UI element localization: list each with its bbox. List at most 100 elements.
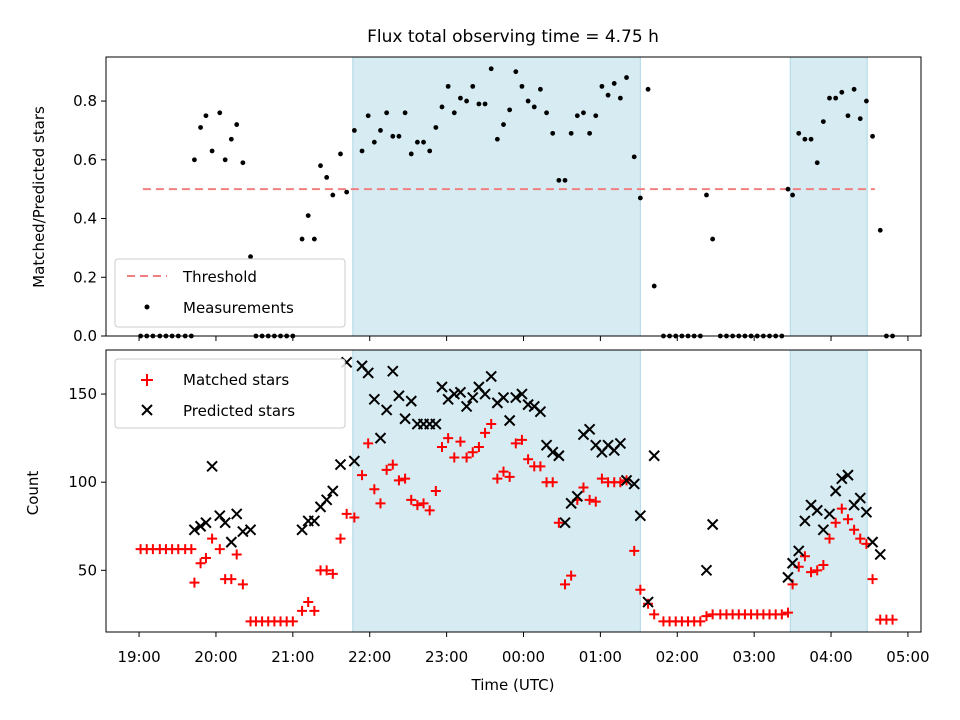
predicted-point — [571, 490, 584, 502]
measurement-point — [617, 95, 623, 101]
shaded-interval-2 — [789, 56, 868, 337]
measurement-point — [730, 333, 736, 339]
measurement-point — [760, 333, 766, 339]
measurement-point — [717, 333, 723, 339]
measurement-point — [704, 192, 709, 198]
measurement-point — [311, 236, 317, 242]
measurement-point — [222, 157, 228, 163]
measurement-point — [550, 130, 556, 136]
bottom-y-tick-label: 50 — [78, 561, 97, 579]
matched-point — [214, 544, 225, 555]
predicted-point — [296, 524, 308, 536]
measurement-point — [890, 333, 895, 339]
predicted-point — [583, 423, 596, 436]
measurement-point — [814, 160, 820, 166]
matched-point — [596, 473, 607, 484]
predicted-point — [842, 469, 854, 481]
predicted-point — [308, 515, 321, 527]
predicted-point — [860, 506, 873, 518]
measurement-point — [324, 175, 330, 180]
predicted-point — [380, 404, 393, 416]
measurement-point — [884, 333, 889, 339]
predicted-point — [648, 450, 660, 462]
measurement-point — [833, 95, 839, 101]
matched-point — [887, 614, 898, 625]
matched-point — [200, 552, 211, 563]
measurement-point — [851, 86, 857, 92]
measurement-point — [402, 110, 408, 116]
measurement-point — [697, 333, 703, 339]
predicted-point — [823, 508, 836, 520]
measurement-point — [265, 333, 271, 339]
measurement-point — [611, 81, 617, 86]
measurement-point — [651, 283, 657, 289]
measurement-point — [451, 110, 457, 116]
measurement-point — [427, 148, 433, 154]
predicted-point — [628, 478, 640, 490]
predicted-point — [194, 520, 207, 532]
legend-matched-label: Matched stars — [183, 371, 289, 389]
measurement-point — [338, 151, 343, 157]
predicted-point — [817, 524, 830, 536]
measurement-point — [390, 133, 396, 139]
measurement-point — [631, 154, 637, 160]
matched-point — [849, 524, 860, 535]
measurement-point — [384, 110, 390, 116]
measurement-point — [192, 157, 197, 163]
predicted-point — [454, 386, 467, 399]
measurement-point — [845, 113, 851, 119]
bottom-plot-frame — [105, 349, 922, 633]
top-panel: 0.00.20.40.60.8 Matched/Predicted stars … — [30, 56, 922, 345]
measurement-point — [458, 95, 463, 101]
matched-point — [830, 517, 841, 528]
measurement-point — [271, 333, 277, 339]
matched-point — [207, 533, 218, 544]
measurement-point — [525, 98, 531, 104]
predicted-point — [430, 418, 442, 430]
bottom-y-axis-label: Count — [24, 471, 42, 516]
matched-point — [547, 477, 558, 488]
matched-point — [231, 549, 242, 560]
predicted-point — [706, 518, 719, 531]
measurement-point — [827, 95, 832, 101]
x-tick-label: 20:00 — [194, 648, 237, 666]
matched-point — [516, 434, 527, 445]
predicted-point — [620, 474, 633, 487]
predicted-point — [510, 391, 522, 404]
predicted-point — [327, 485, 339, 497]
measurement-point — [685, 333, 691, 339]
measurement-point — [305, 213, 311, 218]
matched-point — [560, 579, 571, 590]
measurement-point — [169, 333, 175, 339]
predicted-point — [405, 395, 417, 407]
measurement-point — [138, 333, 143, 339]
matched-point — [436, 441, 447, 452]
predicted-point — [634, 509, 647, 522]
predicted-point — [642, 596, 654, 608]
predicted-point — [503, 414, 516, 427]
matched-point — [424, 505, 435, 516]
matched-point — [327, 568, 338, 579]
bottom-legend: Matched stars Predicted stars — [114, 358, 346, 429]
predicted-point — [334, 458, 347, 471]
predicted-point — [534, 405, 547, 418]
measurement-point — [163, 333, 169, 339]
measurement-point — [710, 236, 716, 242]
predicted-point — [348, 455, 361, 467]
matched-point — [635, 584, 646, 595]
predicted-point — [320, 494, 333, 506]
top-y-axis-label: Matched/Predicted stars — [30, 106, 48, 288]
predicted-point — [387, 365, 399, 377]
measurement-point — [673, 333, 679, 339]
top-y-tick-label: 0.8 — [73, 92, 97, 110]
matched-point — [226, 574, 237, 585]
measurement-point — [593, 113, 599, 119]
measurement-point — [470, 83, 476, 89]
predicted-point — [497, 391, 510, 404]
measurement-point — [519, 83, 525, 89]
measurement-point — [217, 110, 223, 116]
measurement-point — [439, 104, 445, 110]
matched-point — [303, 597, 314, 608]
measurement-point — [464, 98, 469, 104]
matched-point — [449, 452, 460, 463]
